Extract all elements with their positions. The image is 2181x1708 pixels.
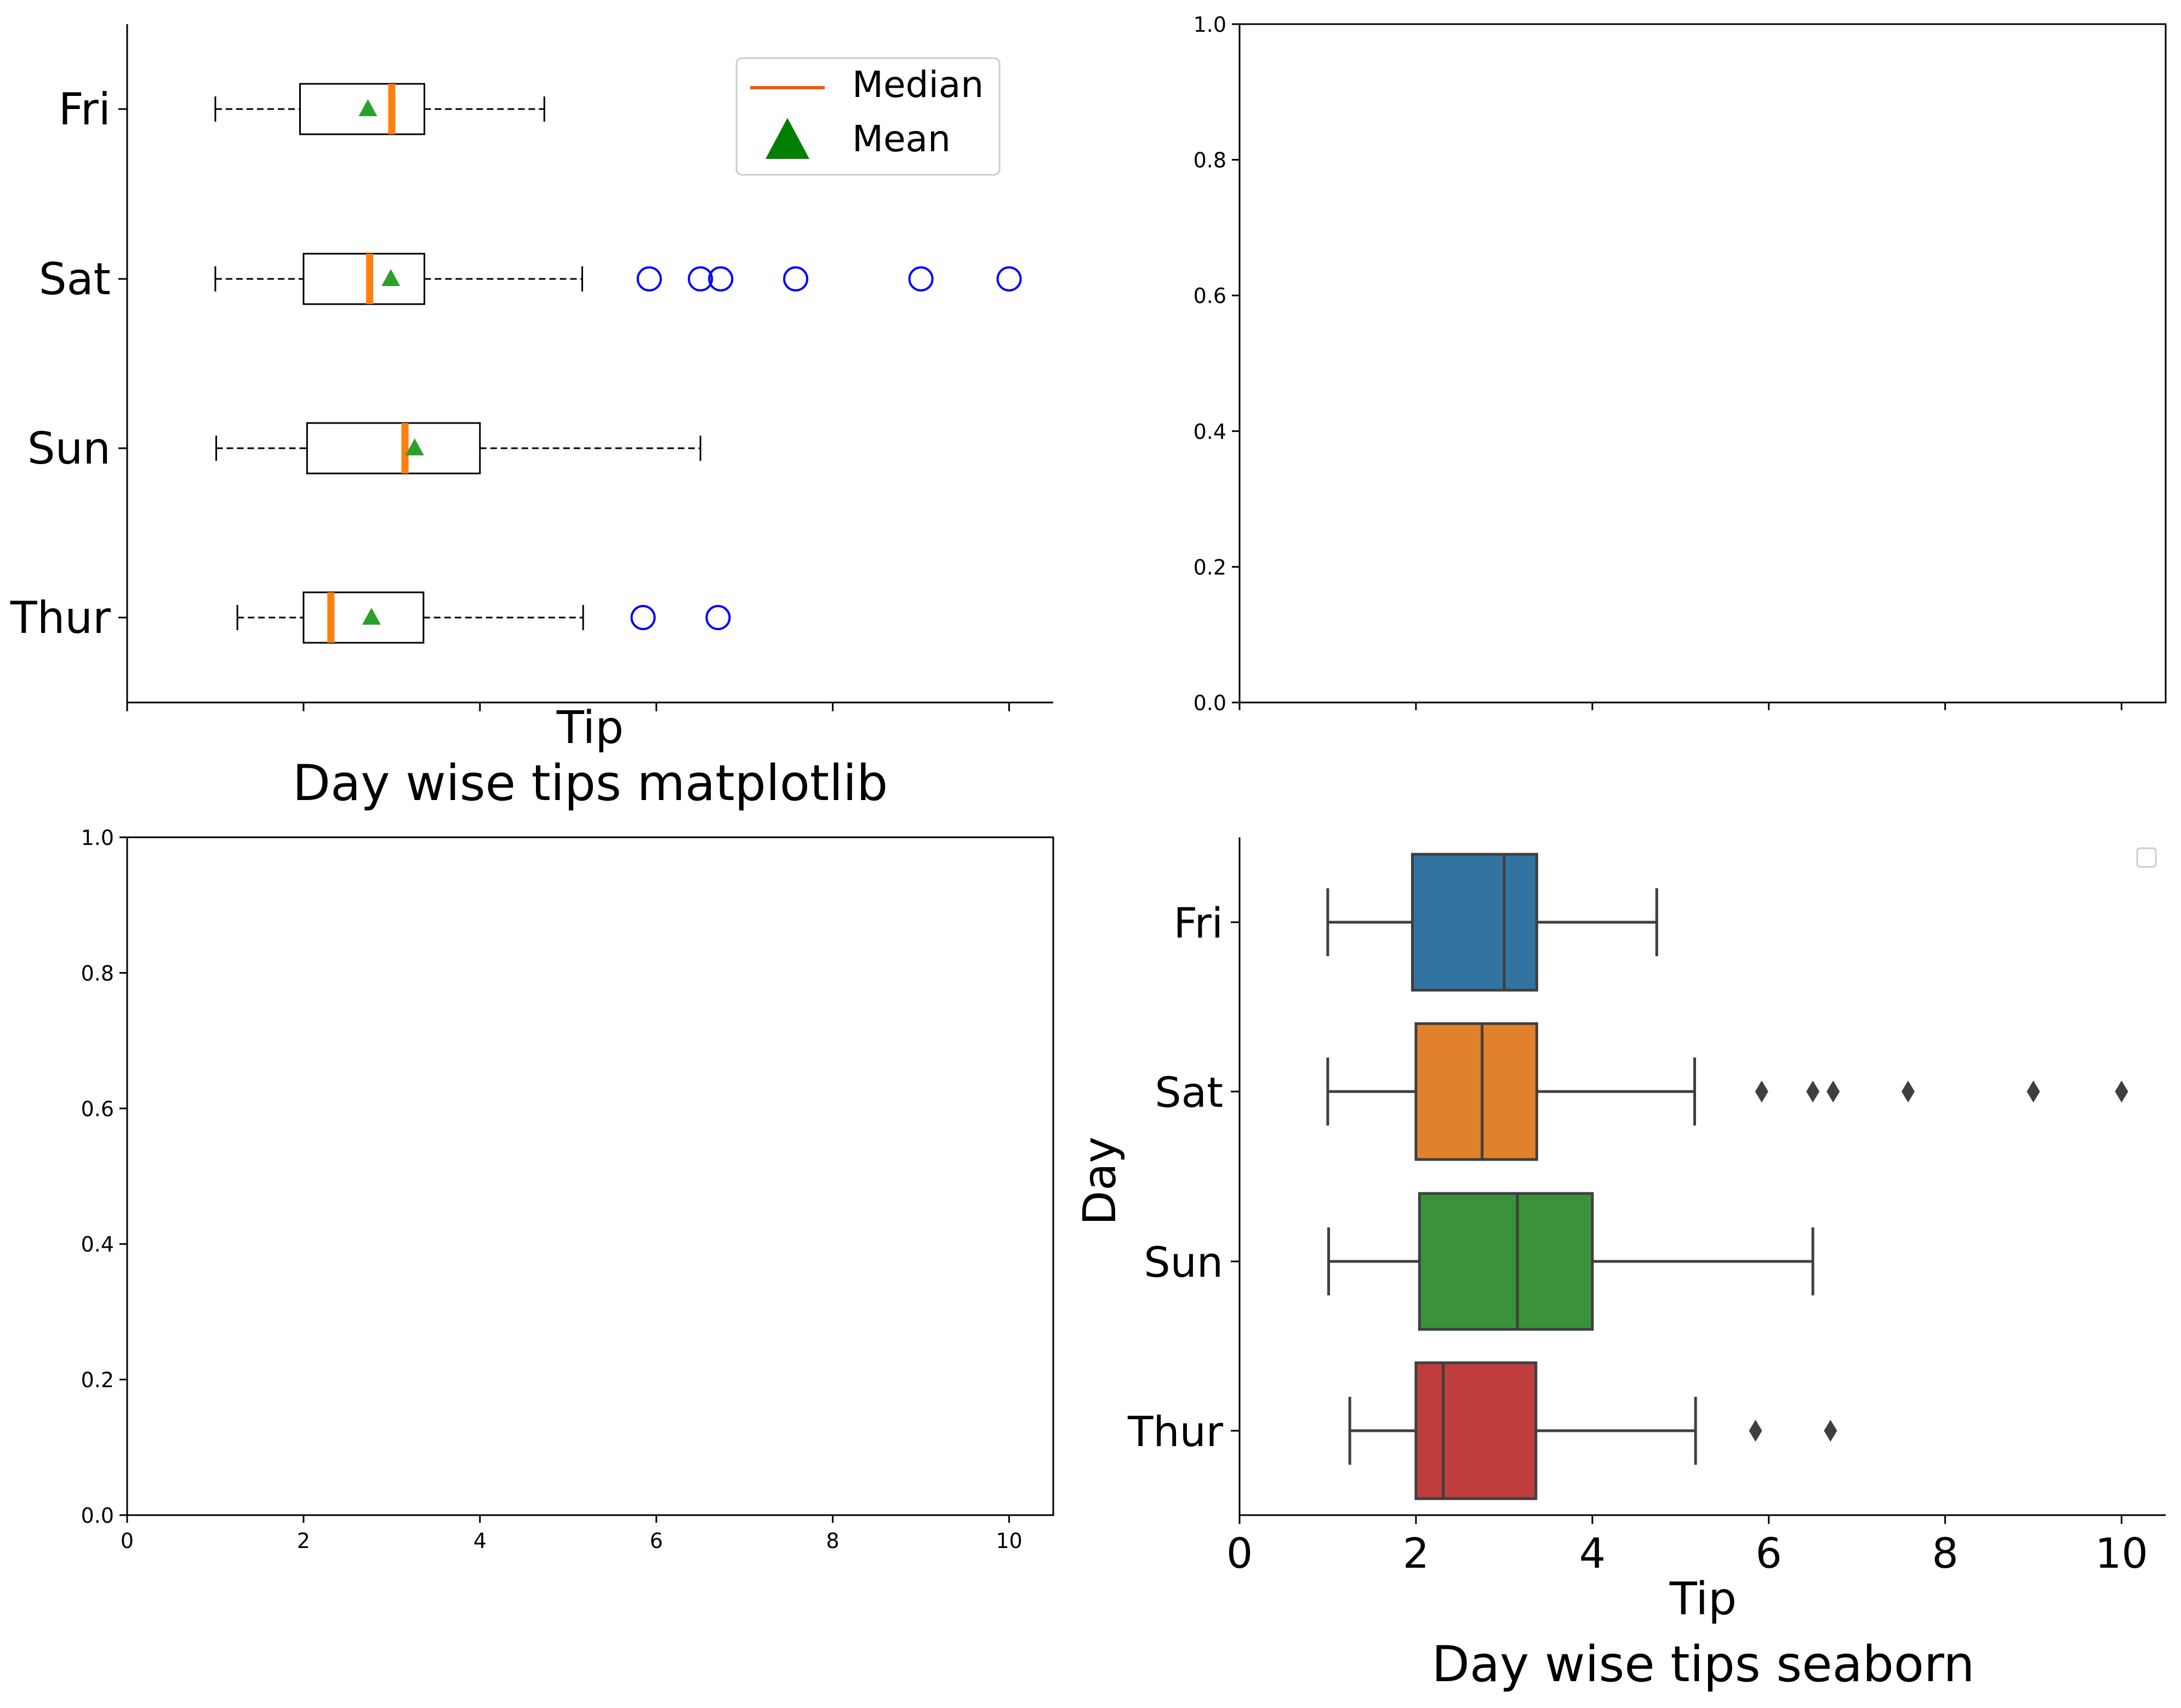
mean-marker	[358, 99, 378, 116]
axes-frame	[1238, 23, 2167, 704]
x-tick-label: 4	[473, 1529, 487, 1553]
box	[1411, 853, 1538, 992]
y-tick-label: 0.8	[81, 961, 114, 985]
y-tick-label: 0.6	[81, 1097, 114, 1121]
seaborn-marks: 0 2 4 6 8 10 Fri Sat Sun Thur	[1127, 837, 2166, 1578]
y-tick-label: 0.2	[81, 1368, 114, 1392]
box	[302, 253, 425, 305]
x-tick-label: 10	[996, 1529, 1022, 1553]
empty-top-right-axes: 0.0 0.2 0.4 0.6 0.8 1.0	[1194, 13, 2167, 715]
y-tick-label: 0.0	[1194, 691, 1226, 715]
y-tick-label: Sun	[27, 423, 111, 474]
x-tick-label: 0	[121, 1529, 134, 1553]
outlier-diamond	[2115, 1081, 2128, 1103]
outlier-diamond	[1902, 1081, 1915, 1103]
x-tick-label: 4	[1579, 1529, 1606, 1578]
seaborn-title: Day wise tips seaborn	[1432, 1636, 1975, 1693]
outlier-diamond	[1806, 1081, 1820, 1103]
box	[302, 591, 425, 644]
legend-mean-triangle-icon	[766, 118, 809, 159]
empty-bottom-left-axes: 0 2 4 6 8 10 0.0 0.2 0.4 0.6 0.8 1.0	[81, 826, 1054, 1553]
y-tick-label: 0.2	[1194, 555, 1226, 579]
mean-marker	[362, 608, 381, 625]
box	[1414, 1361, 1538, 1500]
x-tick-label: 6	[1756, 1529, 1782, 1578]
seaborn-empty-legend	[2136, 847, 2157, 868]
axes-frame	[126, 836, 1054, 1516]
outlier-diamond	[1824, 1420, 1837, 1442]
y-tick-label: 1.0	[1194, 13, 1226, 37]
seaborn-xlabel: Tip	[1669, 1573, 1737, 1625]
y-tick-label: 0.0	[81, 1504, 114, 1528]
y-tick-label: 0.4	[1194, 420, 1226, 444]
outlier-diamond	[2026, 1081, 2040, 1103]
legend-mean-label: Mean	[852, 118, 951, 160]
box	[1418, 1192, 1594, 1331]
y-tick-label: 0.8	[1194, 148, 1226, 173]
outlier-diamond	[1826, 1081, 1840, 1103]
empty-top-right-panel: 0.0 0.2 0.4 0.6 0.8 1.0	[1194, 13, 2167, 715]
outlier-diamond	[1749, 1420, 1762, 1442]
seaborn-boxplot-panel: 0 2 4 6 8 10 Fri Sat Sun Thur Tip Day Day wise ti…	[1074, 837, 2166, 1693]
outlier-diamond	[1755, 1081, 1768, 1103]
matplotlib-xlabel: Tip	[556, 702, 624, 754]
matplotlib-legend: Median Mean	[735, 57, 1001, 176]
y-tick-label: Fri	[1173, 899, 1223, 947]
outlier-point	[783, 266, 809, 292]
empty-bottom-left-panel: 0 2 4 6 8 10 0.0 0.2 0.4 0.6 0.8 1.0	[81, 826, 1054, 1553]
y-tick-label: Sat	[39, 254, 111, 305]
x-tick-label: 8	[1932, 1529, 1958, 1578]
box	[306, 422, 481, 475]
outlier-point	[708, 266, 734, 292]
mean-marker	[405, 438, 424, 455]
outlier-point	[636, 266, 662, 292]
y-tick-label: 1.0	[81, 826, 114, 850]
box	[299, 83, 425, 135]
y-tick-label: Fri	[59, 84, 111, 135]
seaborn-ylabel: Day	[1074, 1136, 1126, 1225]
legend-median-label: Median	[852, 64, 984, 106]
outlier-point	[705, 605, 731, 630]
mean-marker	[381, 269, 401, 286]
x-tick-label: 6	[650, 1529, 663, 1553]
outlier-point	[908, 266, 934, 292]
outlier-point	[996, 266, 1022, 292]
x-tick-label: 0	[1226, 1529, 1253, 1578]
matplotlib-boxplot-panel: Fri Sat Sun Thur Median Mean Tip Day wise t…	[10, 24, 1053, 812]
y-tick-label: Sun	[1144, 1238, 1223, 1287]
x-tick-label: 2	[1403, 1529, 1429, 1578]
y-tick-label: 0.4	[81, 1232, 114, 1256]
matplotlib-marks: Fri Sat Sun Thur	[10, 24, 1053, 711]
x-tick-label: 8	[826, 1529, 840, 1553]
y-tick-label: Thur	[1127, 1407, 1224, 1456]
x-tick-label: 10	[2095, 1529, 2148, 1578]
y-tick-label: 0.6	[1194, 284, 1226, 308]
matplotlib-title: Day wise tips matplotlib	[293, 755, 888, 812]
y-tick-label: Thur	[10, 592, 111, 643]
x-tick-label: 2	[297, 1529, 310, 1553]
outlier-point	[630, 605, 656, 630]
box	[1414, 1022, 1538, 1161]
y-tick-label: Sat	[1155, 1068, 1223, 1117]
outlier-point	[688, 266, 713, 292]
